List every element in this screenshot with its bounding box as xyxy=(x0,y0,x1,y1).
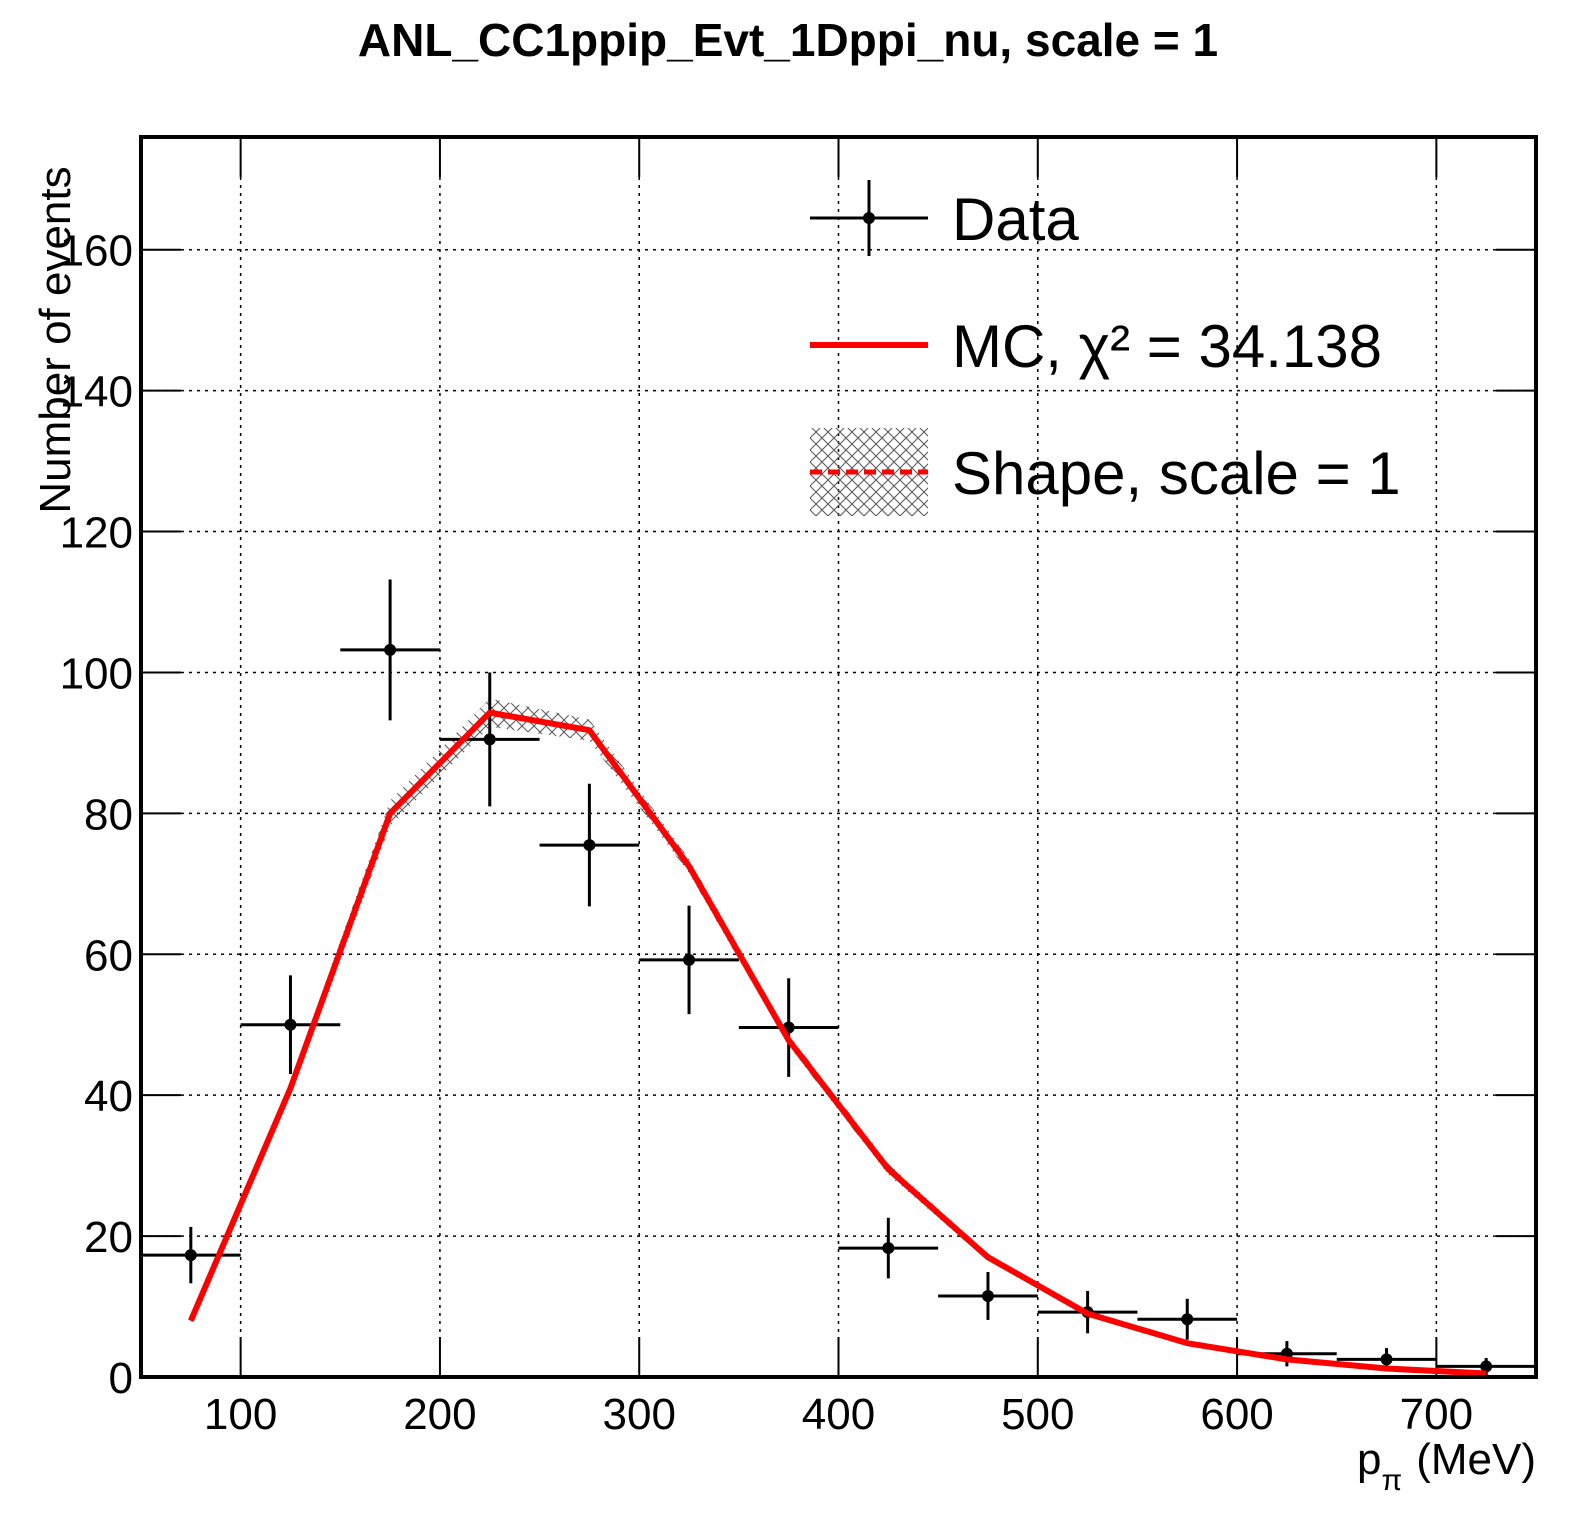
legend-swatch xyxy=(863,212,875,224)
plot-frame xyxy=(139,135,1538,1379)
data-point xyxy=(583,839,596,852)
data-point xyxy=(882,1242,895,1255)
legend-label: Shape, scale = 1 xyxy=(952,440,1401,507)
data-point xyxy=(184,1249,197,1262)
data-point xyxy=(483,733,496,746)
y-tick-label: 0 xyxy=(109,1354,133,1403)
data-point xyxy=(1480,1360,1493,1373)
x-tick-label: 300 xyxy=(603,1390,676,1439)
x-label-main: p xyxy=(1357,1435,1381,1484)
y-tick-label: 160 xyxy=(60,227,133,276)
y-tick-label: 20 xyxy=(84,1213,133,1262)
y-tick-label: 40 xyxy=(84,1072,133,1121)
data-point xyxy=(1181,1313,1194,1326)
y-tick-label: 80 xyxy=(84,790,133,839)
x-label-unit: (MeV) xyxy=(1416,1435,1536,1484)
data-point xyxy=(384,643,397,656)
chart-title: ANL_CC1ppip_Evt_1Dppi_nu, scale = 1 xyxy=(358,14,1218,66)
y-tick-label: 140 xyxy=(60,368,133,417)
y-tick-label: 120 xyxy=(60,509,133,558)
x-tick-label: 200 xyxy=(403,1390,476,1439)
y-tick-label: 60 xyxy=(84,931,133,980)
data-point xyxy=(284,1018,297,1031)
x-tick-label: 100 xyxy=(204,1390,277,1439)
x-tick-label: 400 xyxy=(802,1390,875,1439)
y-tick-label: 100 xyxy=(60,649,133,698)
data-point xyxy=(683,953,696,966)
x-tick-label: 600 xyxy=(1200,1390,1273,1439)
data-point xyxy=(981,1289,994,1302)
legend-label: MC, χ² = 34.138 xyxy=(952,313,1382,380)
x-label-sub: π xyxy=(1382,1464,1403,1497)
x-tick-label: 700 xyxy=(1400,1390,1473,1439)
mc-line xyxy=(188,709,1487,1377)
legend-label: Data xyxy=(952,186,1079,253)
shape-band xyxy=(190,698,1487,1374)
x-axis-label: pπ (MeV) xyxy=(1357,1435,1536,1497)
y-axis-label: Number of events xyxy=(31,166,80,513)
x-tick-label: 500 xyxy=(1001,1390,1074,1439)
data-point xyxy=(1380,1353,1393,1366)
